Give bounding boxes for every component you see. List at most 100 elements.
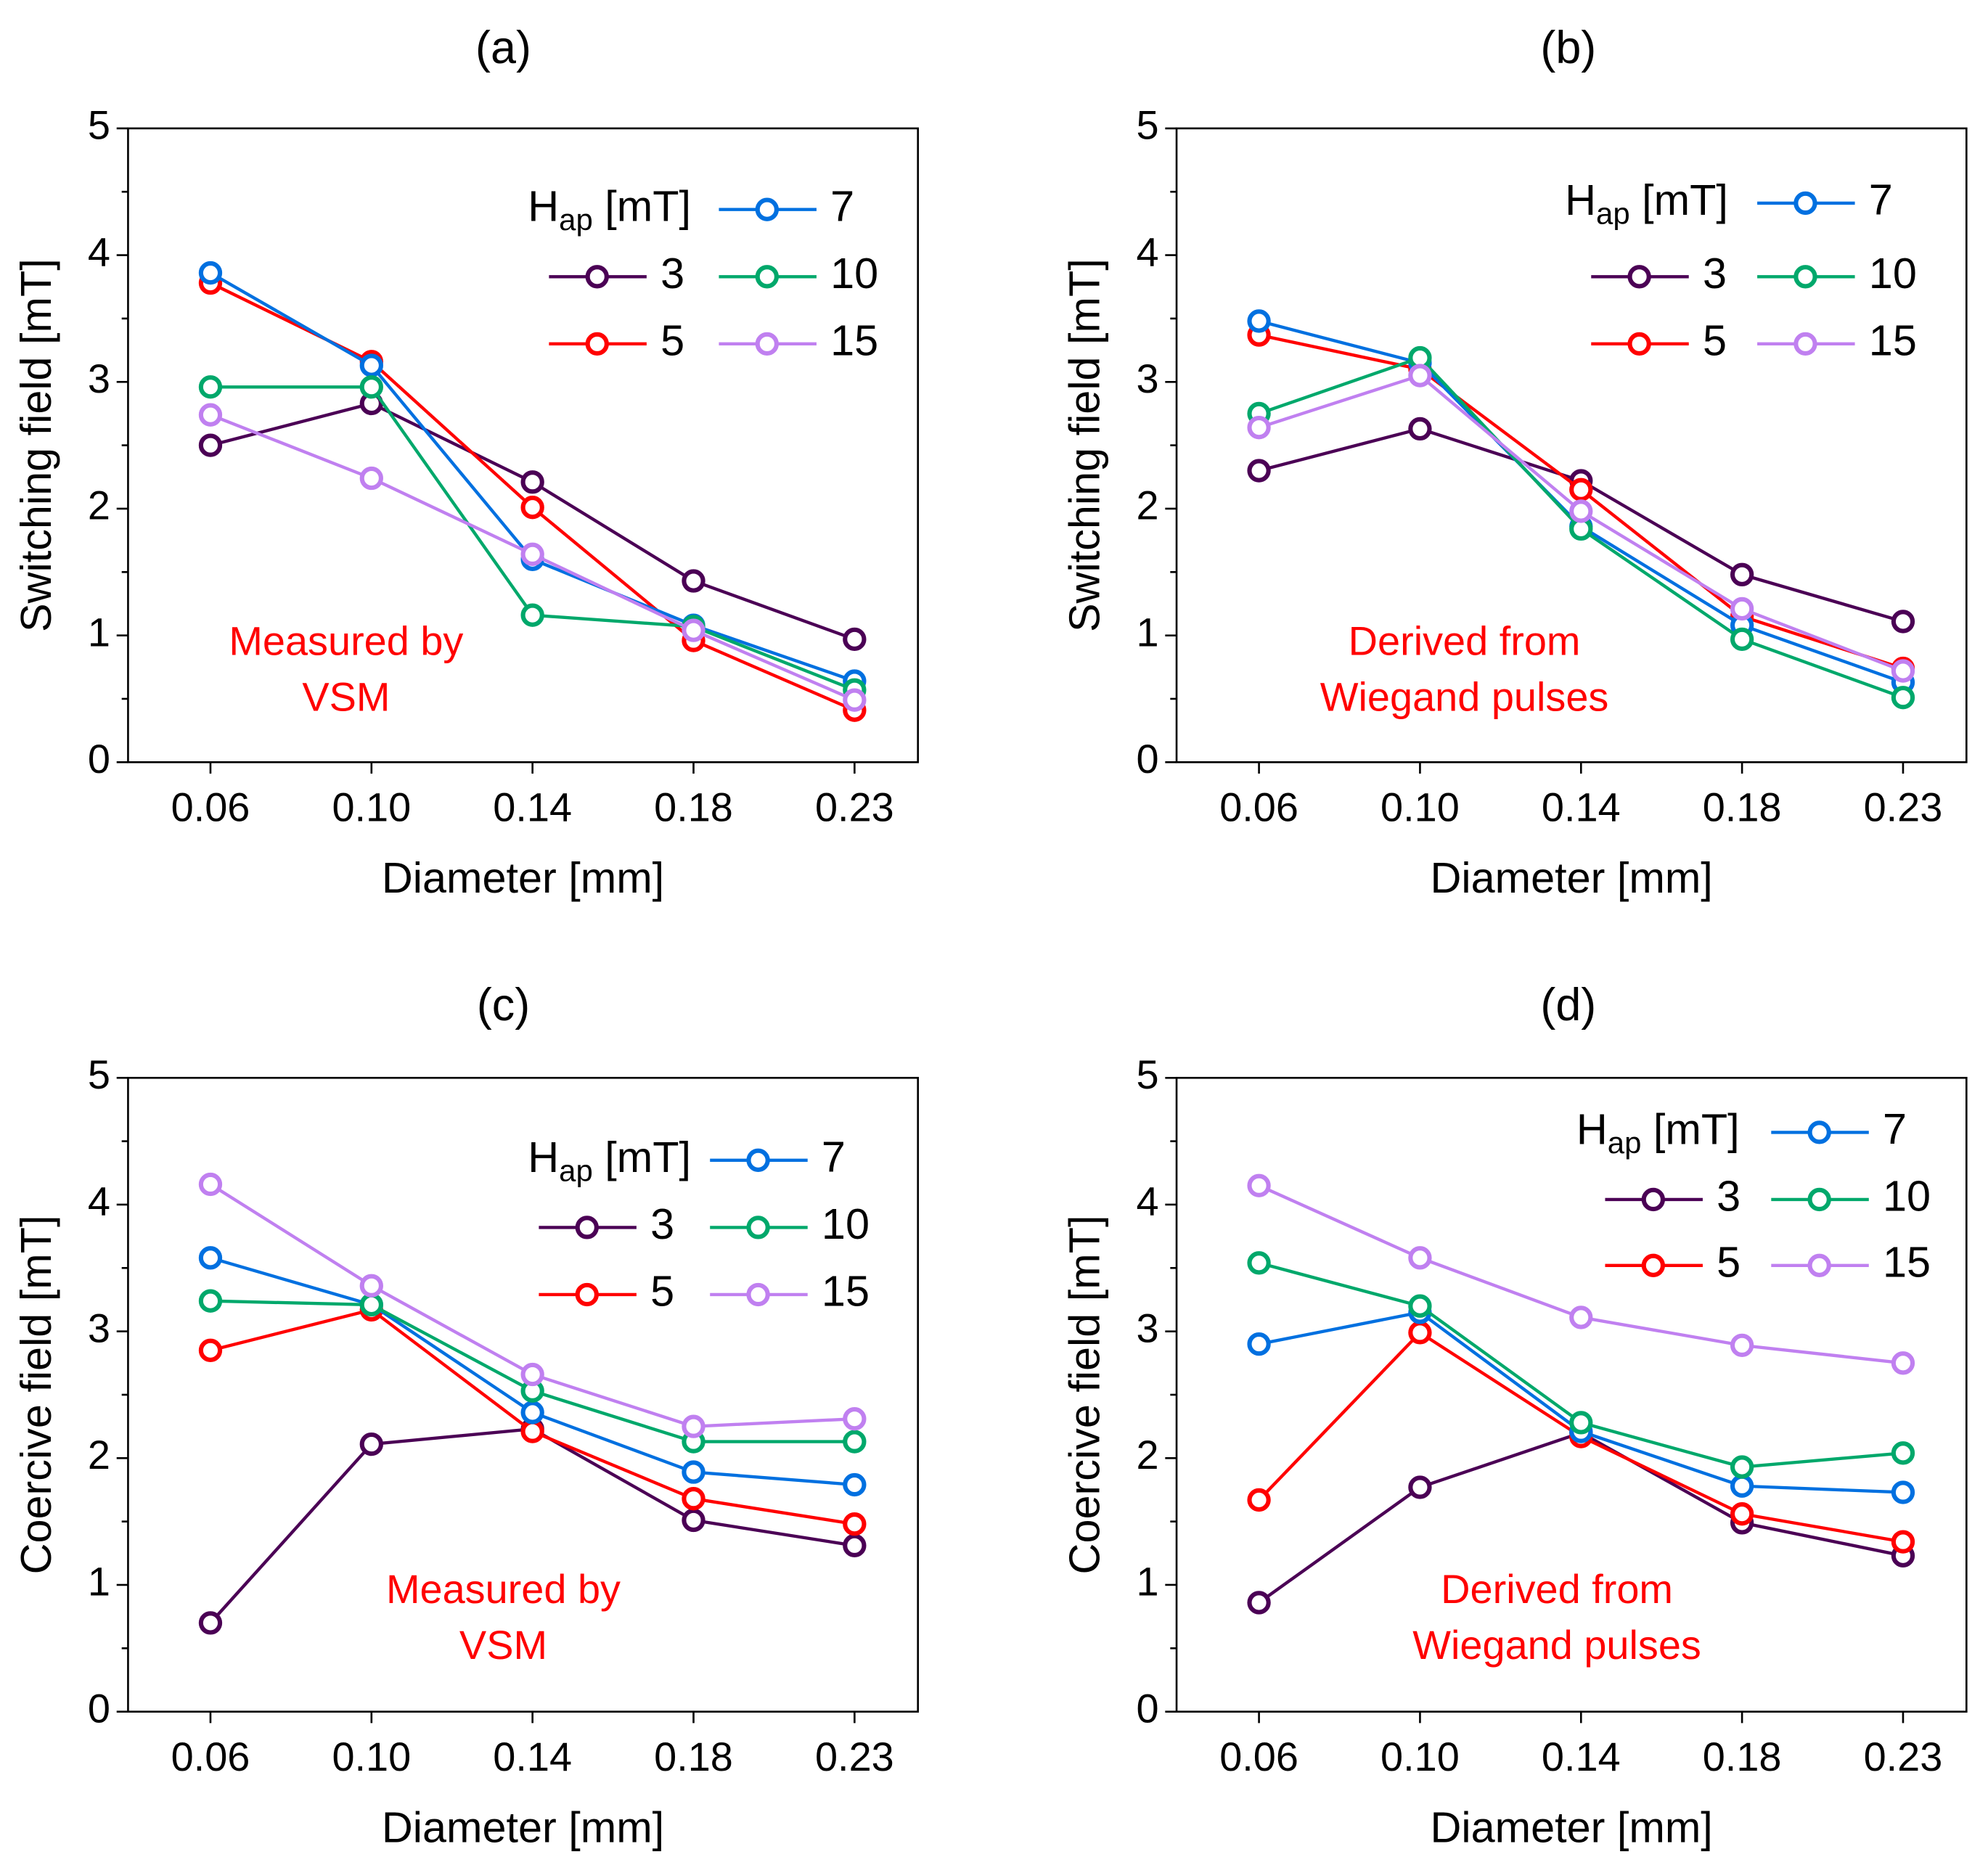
data-point xyxy=(1730,1455,1754,1479)
y-axis-label: Switching field [mT] xyxy=(12,258,60,632)
legend-marker xyxy=(746,1282,770,1307)
data-point xyxy=(520,470,544,494)
legend-entry-7: 7 xyxy=(1757,176,1893,224)
data-point xyxy=(682,569,705,593)
data-point xyxy=(1247,1332,1271,1356)
panel-d: (d) 0 1 2 3 4 5 0.06 0.10 0.14 0.18 0.23 Diameter [m… xyxy=(1060,980,1968,1852)
legend-entry-3: 3 xyxy=(549,249,684,298)
legend-label: 10 xyxy=(1869,249,1917,298)
legend-label: 5 xyxy=(660,316,684,365)
y-tick-label: 2 xyxy=(1137,1432,1159,1478)
y-tick-label: 0 xyxy=(1137,736,1159,782)
y-tick-label: 5 xyxy=(1137,1052,1159,1097)
data-point xyxy=(843,627,867,652)
data-point xyxy=(198,433,223,457)
data-point xyxy=(1730,597,1754,621)
y-tick-label: 1 xyxy=(88,1559,110,1604)
y-tick-label: 4 xyxy=(88,229,110,274)
legend: Hap [mT] 3 5 7 10 15 xyxy=(528,181,878,364)
legend-label: 5 xyxy=(1717,1237,1740,1286)
data-point xyxy=(359,1274,383,1298)
series-7 xyxy=(1247,1300,1915,1504)
y-tick-label: 1 xyxy=(88,609,110,655)
legend-marker xyxy=(1807,1187,1831,1212)
x-tick-label: 0.23 xyxy=(815,1734,894,1779)
legend-entry-3: 3 xyxy=(1591,249,1727,298)
y-tick-label: 4 xyxy=(88,1179,110,1224)
data-point xyxy=(198,261,223,285)
series-15 xyxy=(1247,364,1915,683)
legend-label: 5 xyxy=(650,1267,674,1316)
legend-marker xyxy=(585,265,609,289)
data-point xyxy=(843,1472,867,1497)
data-point xyxy=(682,618,705,642)
data-point xyxy=(1891,1480,1915,1504)
y-tick-label: 5 xyxy=(88,102,110,148)
data-point xyxy=(1569,1411,1593,1435)
data-point xyxy=(843,688,867,712)
y-tick-label: 2 xyxy=(1137,483,1159,528)
data-point xyxy=(1247,415,1271,440)
legend-label: 15 xyxy=(1883,1237,1931,1286)
data-point xyxy=(359,1432,383,1456)
legend-label: 15 xyxy=(1869,316,1917,365)
data-point xyxy=(359,1292,383,1317)
x-tick-label: 0.18 xyxy=(654,1734,733,1779)
series-line xyxy=(1258,1184,1904,1365)
legend-label: 7 xyxy=(830,181,854,230)
legend-entry-7: 7 xyxy=(1771,1104,1907,1153)
legend-entry-5: 5 xyxy=(1591,316,1727,365)
legend-label: 15 xyxy=(830,316,878,365)
x-tick-label: 0.23 xyxy=(815,784,894,829)
data-point xyxy=(1730,1333,1754,1358)
legend-marker xyxy=(746,1216,770,1239)
data-point xyxy=(682,1487,705,1511)
data-point xyxy=(1247,309,1271,333)
panel-label: (c) xyxy=(477,980,530,1030)
data-point xyxy=(1247,1251,1271,1275)
legend-label: 7 xyxy=(822,1132,846,1181)
y-tick-label: 5 xyxy=(1137,102,1159,148)
legend-entry-10: 10 xyxy=(710,1200,870,1248)
y-tick-label: 0 xyxy=(88,736,110,782)
legend-title: Hap [mT] xyxy=(528,181,691,237)
data-point xyxy=(682,1460,705,1484)
legend-entry-3: 3 xyxy=(1605,1172,1740,1221)
legend-label: 3 xyxy=(1703,249,1727,298)
x-tick-label: 0.14 xyxy=(1542,784,1621,829)
y-axis-label: Coercive field [mT] xyxy=(1060,1216,1108,1575)
legend-label: 15 xyxy=(822,1267,870,1316)
y-tick-label: 5 xyxy=(88,1052,110,1097)
y-axis-label: Coercive field [mT] xyxy=(12,1216,60,1575)
data-point xyxy=(1247,1173,1271,1197)
legend-entry-5: 5 xyxy=(549,316,684,365)
legend-title: Hap [mT] xyxy=(1565,176,1728,231)
series-15 xyxy=(1247,1173,1915,1375)
y-tick-label: 3 xyxy=(1137,356,1159,401)
y-axis-label: Switching field [mT] xyxy=(1060,258,1108,632)
legend-marker xyxy=(1627,332,1651,356)
legend: Hap [mT] 3 5 7 10 15 xyxy=(1576,1104,1931,1286)
data-point xyxy=(359,466,383,491)
data-point xyxy=(520,496,544,520)
data-point xyxy=(682,1508,705,1533)
data-point xyxy=(198,403,223,427)
series-15 xyxy=(198,1172,867,1438)
x-tick-label: 0.06 xyxy=(1219,1734,1298,1779)
data-point xyxy=(359,353,383,377)
y-tick-label: 4 xyxy=(1137,229,1159,274)
series-10 xyxy=(1247,345,1915,710)
series-line xyxy=(1259,1311,1904,1494)
annotation: VSM xyxy=(302,673,390,719)
data-point xyxy=(198,375,223,399)
data-point xyxy=(1730,562,1754,586)
plot-frame xyxy=(1175,1076,1968,1713)
data-point xyxy=(1891,610,1915,634)
x-tick-label: 0.06 xyxy=(171,784,250,829)
data-point xyxy=(843,1533,867,1558)
data-point xyxy=(1891,1351,1915,1375)
legend: Hap [mT] 3 5 7 10 15 xyxy=(1565,176,1917,365)
series-10 xyxy=(1247,1251,1915,1479)
x-tick-label: 0.06 xyxy=(1219,784,1298,829)
series-15 xyxy=(198,403,867,712)
